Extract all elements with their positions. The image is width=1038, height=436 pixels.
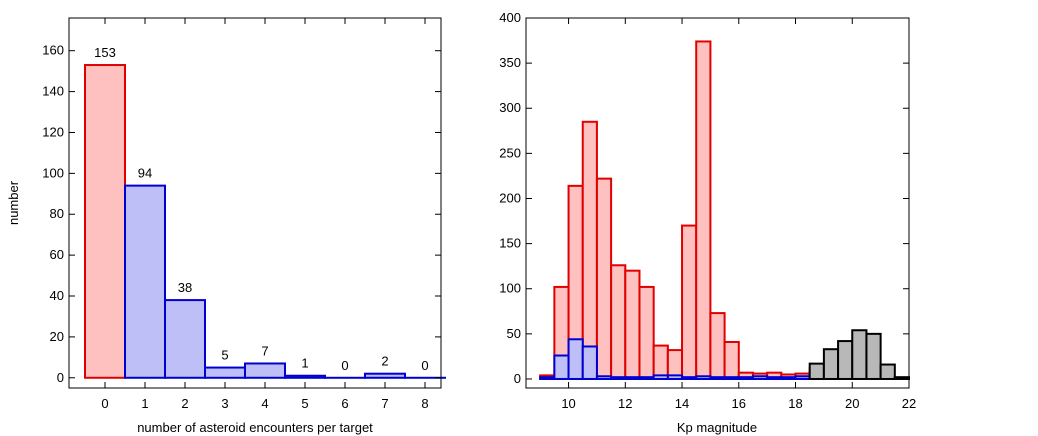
- left-x-tick-label-7: 7: [381, 396, 388, 411]
- right-x-tick-label-22: 22: [902, 396, 916, 411]
- right-ticks: 10 12 14 16 18 20 22 0 50 100 150 200 250 300 350 400: [499, 10, 916, 411]
- right-bar-series0-bin-14: [681, 224, 698, 380]
- right-x-tick-label-20: 20: [845, 396, 859, 411]
- right-bar-series2-bin-18.5: [808, 362, 825, 380]
- left-x-tick-label-3: 3: [221, 396, 228, 411]
- right-bar-series1-bin-13.5: [666, 374, 684, 380]
- right-bar-series2-bin-19: [822, 348, 840, 380]
- left-x-tick-label-2: 2: [181, 396, 188, 411]
- left-y-tick-label-140: 140: [42, 84, 64, 99]
- right-bar-series0-bin-12: [624, 269, 641, 380]
- right-bar-series0-bin-13: [652, 344, 669, 380]
- left-data-label-1: 94: [138, 166, 152, 181]
- right-y-tick-label-150: 150: [499, 236, 521, 251]
- right-bar-series0-bin-15: [709, 312, 726, 380]
- right-bar-series1-bin-10.5: [581, 345, 598, 380]
- left-bar-7: [364, 372, 406, 379]
- right-bar-series1-bin-14: [681, 376, 698, 380]
- right-bar-series1-bin-16.5: [751, 375, 769, 380]
- left-bar-4: [244, 362, 286, 379]
- left-x-tick-label-6: 6: [341, 396, 348, 411]
- right-y-tick-label-350: 350: [499, 55, 521, 70]
- right-bar-series1-bin-11.5: [610, 376, 627, 380]
- right-bar-series1-bin-10: [567, 338, 584, 380]
- left-bar-2: [164, 299, 206, 379]
- left-bars: [84, 64, 446, 379]
- left-y-tick-label-80: 80: [50, 206, 64, 221]
- right-bar-series0-bin-11: [595, 177, 613, 380]
- right-x-tick-label-14: 14: [675, 396, 689, 411]
- left-y-tick-label-40: 40: [50, 288, 64, 303]
- right-y-tick-label-0: 0: [514, 371, 521, 386]
- left-y-tick-label-20: 20: [50, 329, 64, 344]
- right-bar-series2-bin-20.5: [865, 332, 882, 380]
- right-bar-series1-bin-17.5: [780, 376, 797, 380]
- left-bar-1: [124, 184, 166, 379]
- right-y-tick-label-400: 400: [499, 10, 521, 25]
- right-bar-series1-bin-9: [539, 376, 556, 380]
- left-data-label-4: 7: [261, 343, 268, 358]
- right-bar-series1-bin-16: [737, 376, 754, 380]
- right-bar-series1-bin-17: [766, 376, 783, 380]
- right-x-axis-label: Kp magnitude: [677, 420, 757, 435]
- right-y-tick-label-100: 100: [499, 281, 521, 296]
- right-bar-series1-bin-11: [595, 375, 613, 380]
- left-y-tick-label-60: 60: [50, 247, 64, 262]
- right-x-tick-label-12: 12: [618, 396, 632, 411]
- right-bar-series2-bin-20: [851, 329, 868, 380]
- right-histogram-panel: 10 12 14 16 18 20 22 0 50 100 150 200 250 300 350 400 K…: [499, 10, 916, 435]
- right-bar-series2-bin-21: [879, 363, 896, 380]
- right-bar-series1-bin-12.5: [638, 376, 655, 380]
- right-bars: [539, 40, 911, 380]
- left-y-tick-label-100: 100: [42, 165, 64, 180]
- left-x-tick-label-8: 8: [421, 396, 428, 411]
- left-x-tick-label-5: 5: [301, 396, 308, 411]
- left-y-tick-label-160: 160: [42, 43, 64, 58]
- right-bar-series1-bin-15.5: [723, 376, 740, 380]
- right-bar-series2-bin-19.5: [837, 340, 854, 380]
- right-x-tick-label-10: 10: [561, 396, 575, 411]
- right-y-tick-label-300: 300: [499, 100, 521, 115]
- left-y-tick-label-120: 120: [42, 124, 64, 139]
- right-bar-series1-bin-13: [652, 374, 669, 380]
- left-bar-3: [204, 366, 246, 379]
- right-y-tick-label-200: 200: [499, 190, 521, 205]
- left-data-label-6: 0: [341, 358, 348, 373]
- right-bar-series0-bin-12.5: [638, 285, 655, 380]
- left-data-label-3: 5: [221, 348, 228, 363]
- right-bar-series0-bin-11.5: [610, 264, 627, 380]
- left-x-tick-label-1: 1: [141, 396, 148, 411]
- left-y-tick-label-0: 0: [57, 370, 64, 385]
- right-bar-series1-bin-9.5: [553, 354, 570, 380]
- left-x-tick-label-4: 4: [261, 396, 268, 411]
- right-y-tick-label-250: 250: [499, 145, 521, 160]
- left-data-label-0: 153: [94, 45, 116, 60]
- left-data-label-7: 2: [381, 354, 388, 369]
- left-x-axis-label: number of asteroid encounters per target: [137, 420, 373, 435]
- right-bar-series0-bin-10.5: [581, 120, 598, 380]
- left-data-label-5: 1: [301, 356, 308, 371]
- right-x-tick-label-16: 16: [732, 396, 746, 411]
- left-bar-5: [284, 374, 326, 379]
- right-bar-series1-bin-15: [709, 376, 726, 380]
- left-plot-frame: [68, 17, 442, 389]
- right-bar-series0-bin-15.5: [723, 340, 740, 380]
- right-bar-series0-bin-14.5: [695, 40, 712, 380]
- left-data-labels: 153 94 38 5 7 1 0 2 0: [94, 45, 428, 373]
- left-data-label-2: 38: [178, 280, 192, 295]
- left-bar-0: [84, 64, 126, 379]
- right-x-tick-label-18: 18: [788, 396, 802, 411]
- right-bar-series1-bin-18: [794, 375, 811, 380]
- right-bar-series1-bin-12: [624, 376, 641, 380]
- left-y-axis-label: number: [6, 180, 21, 225]
- left-data-label-8: 0: [421, 358, 428, 373]
- right-bar-series1-bin-14.5: [695, 375, 712, 380]
- right-y-tick-label-50: 50: [507, 326, 521, 341]
- left-x-tick-label-0: 0: [101, 396, 108, 411]
- right-plot-frame: [525, 17, 910, 389]
